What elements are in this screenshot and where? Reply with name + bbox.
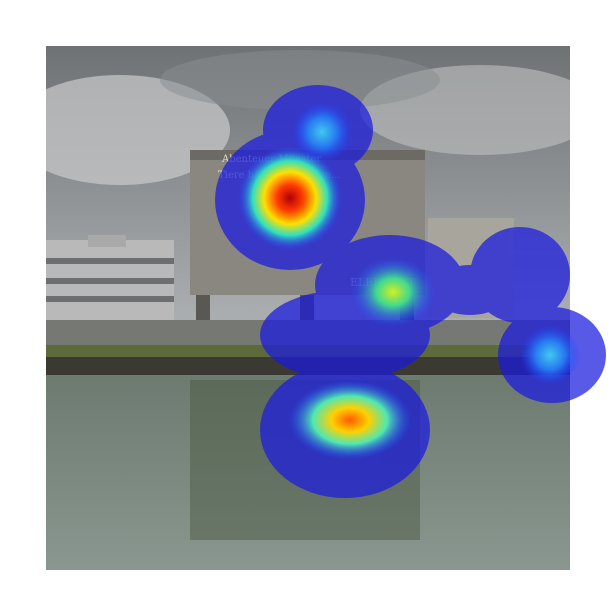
- hotspot: [520, 325, 580, 385]
- hotspot: [238, 146, 342, 250]
- hotspot: [351, 257, 435, 327]
- hotspot: [288, 380, 412, 460]
- hotspot: [292, 102, 352, 162]
